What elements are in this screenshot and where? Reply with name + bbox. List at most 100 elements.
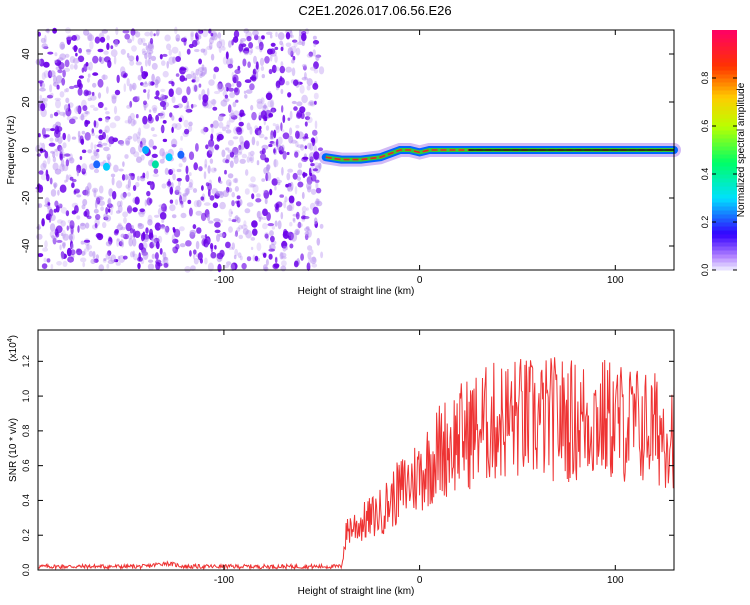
spectrogram-cell [113, 259, 119, 263]
spectrogram-cell [207, 189, 211, 197]
spectrogram-cell [271, 225, 276, 230]
spectrogram-cell [122, 211, 128, 218]
colorbar-strip [712, 158, 737, 163]
spectrogram-cell [295, 230, 299, 236]
spectrogram-cell [244, 188, 250, 195]
colorbar-strip [712, 174, 737, 179]
spectrogram-cell [92, 149, 97, 155]
spectrogram-cell [151, 153, 158, 158]
spectrogram-cell [265, 92, 273, 101]
spectrogram-cell [82, 261, 86, 268]
spectrogram-cell [263, 189, 268, 193]
spectrogram-cell [234, 248, 239, 257]
spectrogram-cell [271, 64, 277, 74]
spectrogram-cell [159, 224, 166, 230]
colorbar-strip [712, 262, 737, 267]
spectrogram-cell [234, 152, 239, 158]
spectrogram-cell [85, 66, 91, 70]
spectrogram-cell [255, 45, 262, 50]
spectrogram-cell [49, 177, 53, 185]
spectrogram-cell [225, 82, 232, 89]
spectrogram-cell [69, 118, 76, 125]
spectrogram-cell [236, 227, 241, 232]
spectrogram-cell [44, 97, 48, 102]
spectrogram-cell [260, 110, 267, 119]
spectrogram-cell [233, 155, 239, 165]
spectrogram-cell [49, 113, 54, 119]
spectrogram-cell [134, 181, 140, 188]
spectrogram-cell [141, 82, 149, 88]
spectrogram-cell [295, 130, 300, 139]
spectrogram-cell [287, 117, 291, 121]
spectrogram-cell [313, 42, 317, 48]
spectrogram-cell [232, 76, 237, 84]
spectrogram-cell [193, 249, 197, 255]
spectrogram-cell [207, 214, 211, 222]
spectrogram-cell [218, 219, 223, 223]
spectrogram-cell [272, 123, 276, 127]
spectrogram-cell [246, 156, 251, 163]
spectrogram-cell [295, 140, 299, 148]
spectrogram-cell [97, 92, 102, 99]
spectrogram-cell [50, 128, 56, 132]
spectrogram-cell [224, 169, 227, 175]
spectrogram-cell [108, 142, 112, 148]
spectrogram-cell [79, 156, 83, 160]
spectrogram-cell [155, 114, 160, 122]
spectrogram-cell [281, 166, 284, 176]
spectrogram-cell [214, 221, 221, 228]
spectrogram-cell [191, 79, 196, 83]
spectrogram-cell [227, 173, 234, 179]
spectrogram-cell [213, 90, 221, 95]
spectrogram-cell [116, 210, 121, 214]
spectrogram-cell [114, 229, 119, 234]
spectrogram-cell [225, 147, 230, 151]
spectrogram-cell [83, 29, 90, 36]
spectrogram-cell [140, 37, 146, 43]
spectrogram-cell [96, 148, 100, 153]
spectrogram-cell [120, 48, 126, 55]
colorbar-strip [712, 254, 737, 259]
spectrogram-cell [243, 140, 250, 150]
spectrogram-cell [129, 83, 133, 92]
spectrogram-cell [39, 94, 43, 101]
spectrogram-cell [129, 100, 133, 108]
spectrogram-cell [179, 67, 187, 71]
spectrogram-cell [72, 58, 80, 64]
spectrogram-cell [264, 136, 268, 140]
spectrogram-cell [306, 84, 311, 91]
spectrogram-cell [288, 135, 294, 144]
spectrogram-cell [195, 240, 200, 250]
spectrogram-cell [129, 60, 135, 66]
spectrogram-cell [78, 83, 83, 89]
spectrogram-cell [47, 155, 51, 165]
snr-scale-exponent: 4 [7, 338, 14, 342]
spectrogram-cell [144, 52, 148, 59]
spectrogram-cell [263, 264, 268, 272]
spectrogram-cell [245, 89, 253, 94]
spectrogram-cell [198, 94, 202, 101]
spectrogram-cell [136, 156, 142, 163]
spectrogram-cell [270, 235, 275, 243]
spectrogram-cell [200, 128, 205, 134]
spectrogram-cell [190, 31, 195, 37]
spectrogram-cell [227, 63, 234, 69]
spectrogram-cell [79, 135, 84, 144]
colorbar-label: Normalized spectral amplitude [736, 82, 747, 217]
spectrogram-cell [209, 36, 216, 40]
spectrogram-cell [254, 125, 258, 131]
spectrogram-cell [238, 224, 243, 230]
spectrogram-cell [233, 30, 240, 38]
spectrogram-cell [120, 200, 123, 207]
spectrogram-cell [269, 230, 274, 237]
spectrogram-cell [131, 45, 137, 52]
spectrogram-cell [259, 125, 262, 130]
spectrogram-cell [149, 30, 153, 37]
spectrogram-cell [88, 250, 94, 257]
spectrogram-cell [183, 119, 189, 128]
spectrogram-cell [105, 252, 111, 260]
spectrogram-cell [44, 134, 50, 138]
spectrogram-cell [142, 50, 148, 56]
spectrogram-cell [256, 98, 263, 104]
spectrogram-cell [266, 171, 272, 181]
